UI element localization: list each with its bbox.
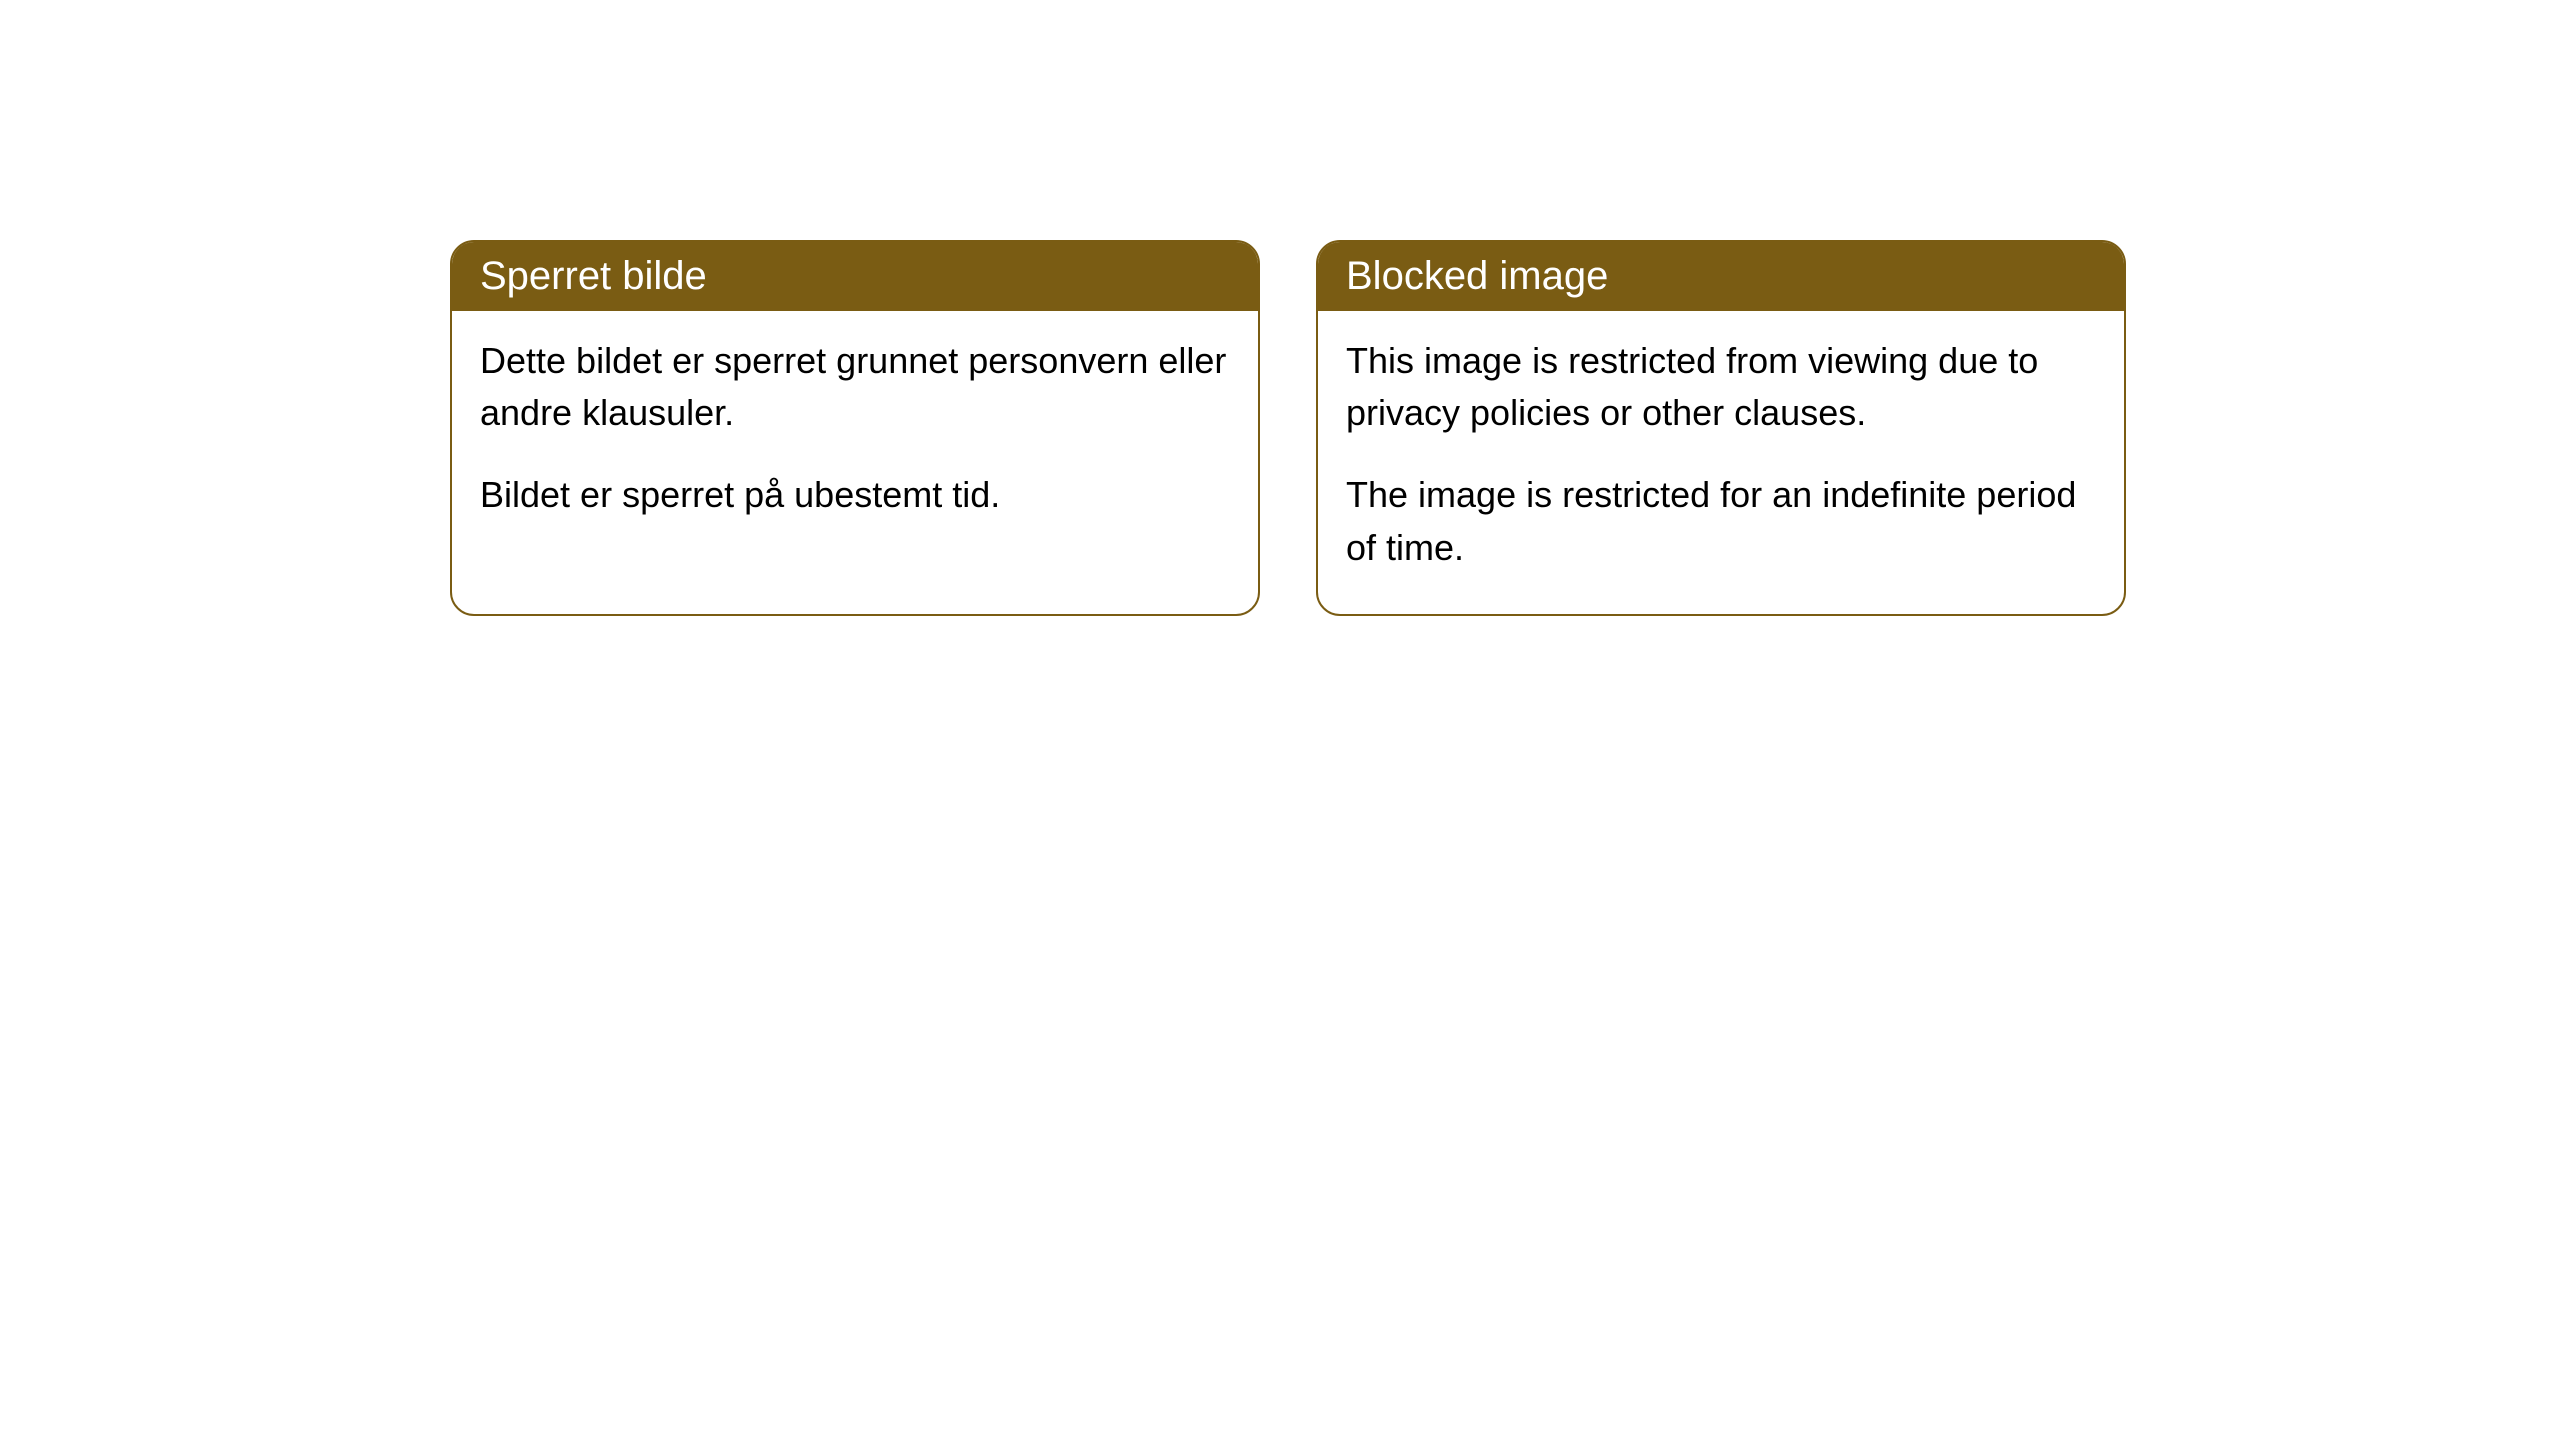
card-body-norwegian: Dette bildet er sperret grunnet personve… — [452, 311, 1258, 562]
card-paragraph: The image is restricted for an indefinit… — [1346, 469, 2096, 573]
card-header-norwegian: Sperret bilde — [452, 242, 1258, 311]
card-body-english: This image is restricted from viewing du… — [1318, 311, 2124, 614]
card-norwegian: Sperret bilde Dette bildet er sperret gr… — [450, 240, 1260, 616]
card-paragraph: Bildet er sperret på ubestemt tid. — [480, 469, 1230, 521]
cards-container: Sperret bilde Dette bildet er sperret gr… — [450, 240, 2126, 616]
card-paragraph: This image is restricted from viewing du… — [1346, 335, 2096, 439]
card-header-english: Blocked image — [1318, 242, 2124, 311]
card-paragraph: Dette bildet er sperret grunnet personve… — [480, 335, 1230, 439]
card-english: Blocked image This image is restricted f… — [1316, 240, 2126, 616]
card-title: Sperret bilde — [480, 254, 707, 298]
card-title: Blocked image — [1346, 254, 1608, 298]
